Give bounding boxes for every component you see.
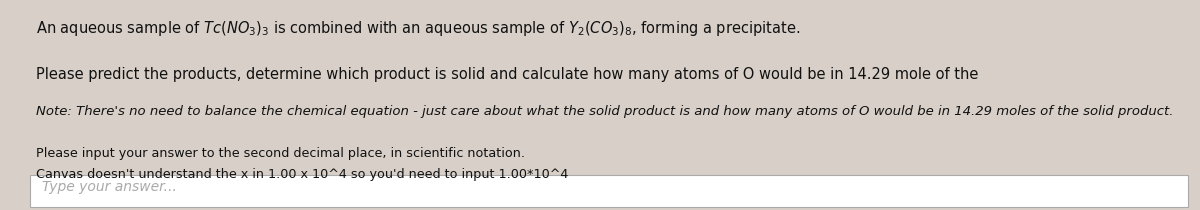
Text: Please input your answer to the second decimal place, in scientific notation.: Please input your answer to the second d… (36, 147, 526, 160)
Text: Type your answer...: Type your answer... (42, 180, 176, 194)
Text: An aqueous sample of $\mathit{Tc}(\mathit{NO}_3)_3$ is combined with an aqueous : An aqueous sample of $\mathit{Tc}(\mathi… (36, 19, 800, 38)
FancyBboxPatch shape (30, 175, 1188, 207)
Text: Please predict the products, determine which product is solid and calculate how : Please predict the products, determine w… (36, 67, 983, 82)
Text: Note: There's no need to balance the chemical equation - just care about what th: Note: There's no need to balance the che… (36, 105, 1174, 118)
Text: Canvas doesn't understand the x in 1.00 x 10^4 so you'd need to input 1.00*10^4: Canvas doesn't understand the x in 1.00 … (36, 168, 569, 181)
